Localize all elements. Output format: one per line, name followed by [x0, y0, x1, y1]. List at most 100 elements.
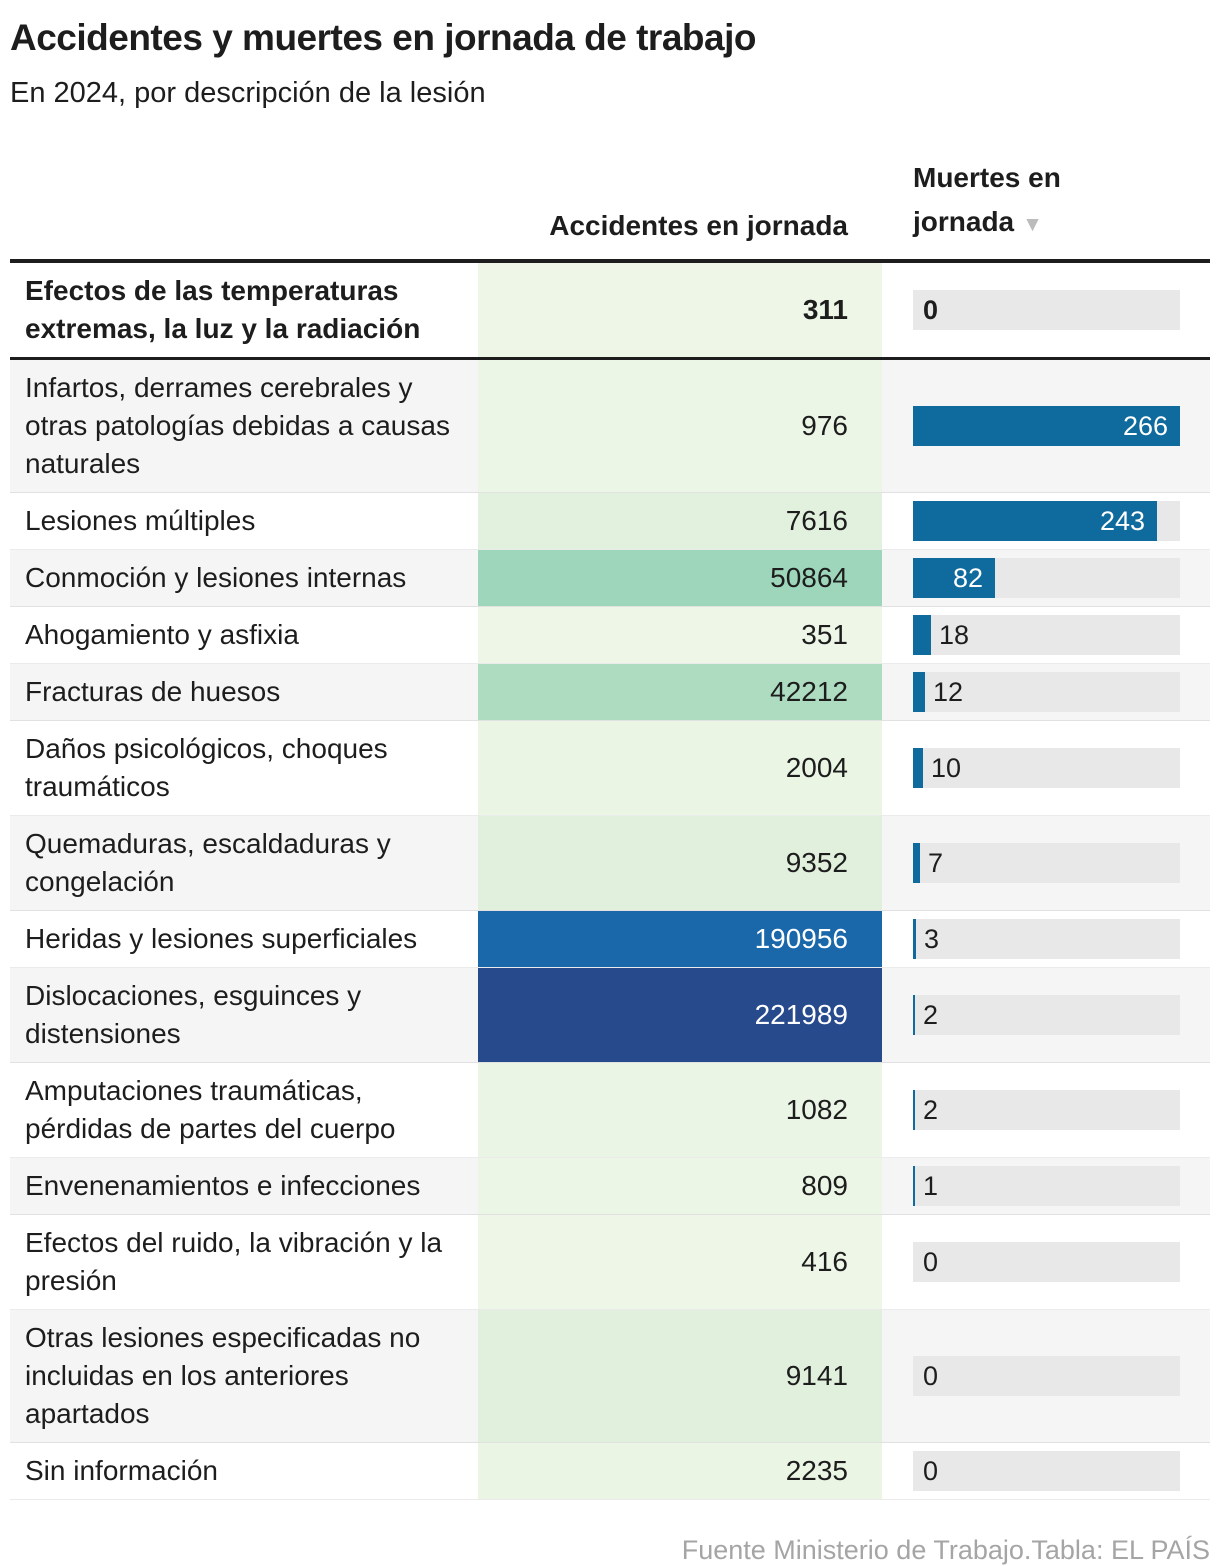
deaths-value: 0: [923, 294, 939, 325]
deaths-value: 7: [928, 847, 944, 878]
deaths-value: 2: [923, 1094, 939, 1125]
deaths-bar: [913, 919, 916, 959]
table-row: Fracturas de huesos 42212 12: [10, 664, 1210, 721]
deaths-value: 243: [1099, 505, 1145, 536]
data-table: Efectos de las temperaturas extremas, la…: [10, 259, 1210, 1500]
table-row: Ahogamiento y asfixia 351 18: [10, 607, 1210, 664]
table-row: Conmoción y lesiones internas 50864 82: [10, 550, 1210, 607]
lesion-label: Infartos, derrames cerebrales y otras pa…: [25, 372, 450, 479]
deaths-bar: [913, 1166, 915, 1206]
table-row: Dislocaciones, esguinces y distensiones 2…: [10, 968, 1210, 1063]
accidents-cell: 50864: [478, 550, 882, 606]
deaths-cell: 12: [913, 664, 1180, 720]
deaths-value: 18: [939, 619, 970, 650]
lesion-label: Sin información: [25, 1455, 218, 1486]
table-row: Sin información 2235 0: [10, 1443, 1210, 1500]
table-row: Quemaduras, escaldaduras y congelación 93…: [10, 816, 1210, 911]
table-row: Envenenamientos e infecciones 809 1: [10, 1158, 1210, 1215]
deaths-bar-track: 3: [913, 919, 1180, 959]
table-row: Otras lesiones especificadas no incluida…: [10, 1310, 1210, 1443]
deaths-bar: [913, 672, 925, 712]
deaths-cell: 0: [913, 263, 1180, 357]
deaths-cell: 10: [913, 721, 1180, 815]
column-gap: [882, 607, 913, 663]
lesion-label: Amputaciones traumáticas, pérdidas de pa…: [25, 1075, 396, 1144]
deaths-bar-track: 2: [913, 1090, 1180, 1130]
lesion-label: Efectos del ruido, la vibración y la pre…: [25, 1227, 443, 1296]
deaths-bar: [913, 615, 931, 655]
table-row: Daños psicológicos, choques traumáticos 2…: [10, 721, 1210, 816]
accidents-cell: 809: [478, 1158, 882, 1214]
column-headers: Accidentes en jornada Muertes en jornada…: [10, 156, 1210, 259]
column-gap: [882, 493, 913, 549]
column-header-accidents[interactable]: Accidentes en jornada: [549, 210, 848, 241]
deaths-value: 82: [952, 562, 983, 593]
deaths-bar-track: 243: [913, 501, 1180, 541]
lesion-label: Lesiones múltiples: [25, 505, 256, 536]
table-row: Amputaciones traumáticas, pérdidas de pa…: [10, 1063, 1210, 1158]
deaths-cell: 7: [913, 816, 1180, 910]
deaths-value: 0: [923, 1246, 939, 1277]
deaths-bar-track: 0: [913, 1356, 1180, 1396]
source-credit: Fuente Ministerio de Trabajo.Tabla: EL P…: [681, 1535, 1210, 1565]
column-gap: [882, 1310, 913, 1442]
deaths-cell: 0: [913, 1443, 1180, 1499]
accidents-cell: 9352: [478, 816, 882, 910]
column-gap: [882, 1063, 913, 1157]
table-row: Efectos del ruido, la vibración y la pre…: [10, 1215, 1210, 1310]
lesion-label: Dislocaciones, esguinces y distensiones: [25, 980, 362, 1049]
deaths-bar-track: 10: [913, 748, 1180, 788]
deaths-cell: 266: [913, 360, 1180, 492]
deaths-cell: 3: [913, 911, 1180, 967]
deaths-value: 0: [923, 1455, 939, 1486]
column-gap: [882, 360, 913, 492]
table-row: Lesiones múltiples 7616 243: [10, 493, 1210, 550]
accidents-cell: 1082: [478, 1063, 882, 1157]
deaths-value: 266: [1122, 410, 1168, 441]
deaths-cell: 2: [913, 1063, 1180, 1157]
lesion-label: Fracturas de huesos: [25, 676, 281, 707]
page-title: Accidentes y muertes en jornada de traba…: [10, 17, 756, 58]
column-header-deaths-label: Muertes en jornada: [913, 162, 1061, 237]
deaths-value: 0: [923, 1360, 939, 1391]
column-gap: [882, 816, 913, 910]
deaths-value: 10: [931, 752, 962, 783]
deaths-bar: [913, 501, 1157, 541]
deaths-bar-track: 266: [913, 406, 1180, 446]
deaths-bar: [913, 1090, 915, 1130]
page-subtitle: En 2024, por descripción de la lesión: [10, 77, 486, 109]
deaths-value: 1: [923, 1170, 939, 1201]
column-gap: [882, 664, 913, 720]
deaths-bar: [913, 748, 923, 788]
deaths-bar-track: 0: [913, 290, 1180, 330]
lesion-label: Conmoción y lesiones internas: [25, 562, 407, 593]
column-gap: [882, 968, 913, 1062]
sort-desc-icon[interactable]: ▼: [1022, 213, 1043, 236]
deaths-bar-track: 82: [913, 558, 1180, 598]
column-gap: [882, 550, 913, 606]
lesion-label: Otras lesiones especificadas no incluida…: [25, 1322, 421, 1429]
lesion-label: Efectos de las temperaturas extremas, la…: [25, 275, 421, 344]
accidents-cell: 2004: [478, 721, 882, 815]
deaths-cell: 18: [913, 607, 1180, 663]
deaths-bar-track: 1: [913, 1166, 1180, 1206]
accidents-cell: 190956: [478, 911, 882, 967]
deaths-bar-track: 12: [913, 672, 1180, 712]
table-row: Efectos de las temperaturas extremas, la…: [10, 263, 1210, 360]
accidents-cell: 42212: [478, 664, 882, 720]
accidents-cell: 311: [478, 263, 882, 357]
deaths-cell: 0: [913, 1310, 1180, 1442]
lesion-label: Daños psicológicos, choques traumáticos: [25, 733, 388, 802]
column-gap: [882, 1443, 913, 1499]
accidents-cell: 7616: [478, 493, 882, 549]
deaths-bar-track: 0: [913, 1451, 1180, 1491]
deaths-cell: 1: [913, 1158, 1180, 1214]
lesion-label: Envenenamientos e infecciones: [25, 1170, 421, 1201]
deaths-bar: [913, 406, 1180, 446]
accidents-cell: 2235: [478, 1443, 882, 1499]
lesion-label: Heridas y lesiones superficiales: [25, 923, 418, 954]
deaths-cell: 0: [913, 1215, 1180, 1309]
column-header-deaths[interactable]: Muertes en jornada ▼: [913, 156, 1143, 247]
deaths-bar-track: 18: [913, 615, 1180, 655]
